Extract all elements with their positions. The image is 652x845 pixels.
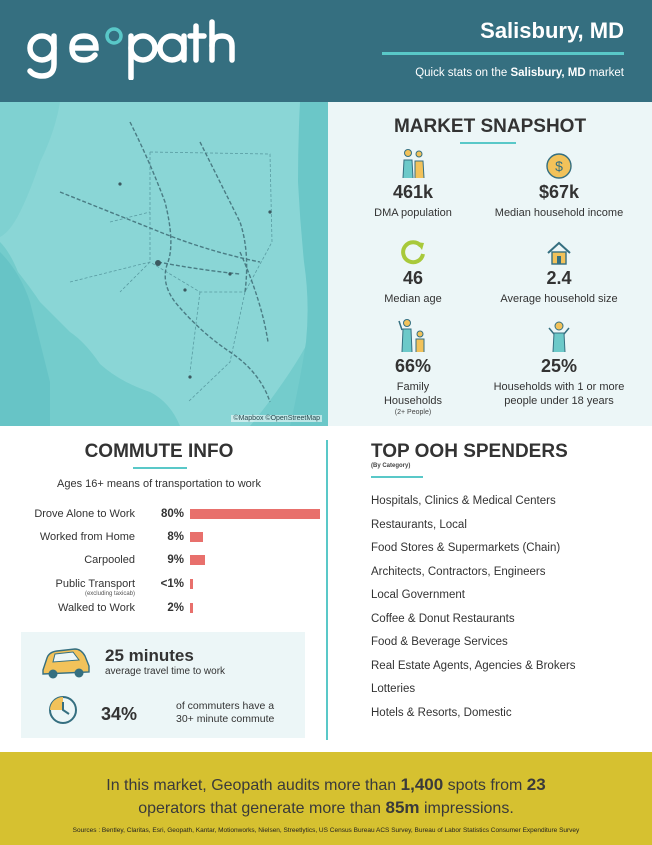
commute-summary-box: 25 minutes average travel time to work 3… bbox=[21, 632, 305, 738]
stat-dma-population: 461k DMA population bbox=[338, 148, 488, 220]
commute-row: Carpooled 9% bbox=[0, 552, 325, 572]
footer-summary: In this market, Geopath audits more than… bbox=[106, 775, 546, 817]
market-title: Salisbury, MD bbox=[480, 18, 624, 43]
ooh-list: Hospitals, Clinics & Medical Centers Res… bbox=[371, 494, 576, 729]
list-item: Local Government bbox=[371, 589, 465, 601]
market-snapshot-panel: MARKET SNAPSHOT 461k DMA population $ $6… bbox=[328, 102, 652, 426]
list-item: Food & Beverage Services bbox=[371, 636, 508, 648]
dollar-coin-icon: $ bbox=[484, 148, 634, 180]
stat-family-households: 66% Family Households (2+ People) bbox=[338, 318, 488, 417]
list-item: Architects, Contractors, Engineers bbox=[371, 565, 546, 578]
travel-time-value: 25 minutes bbox=[105, 646, 194, 665]
commute-bar bbox=[190, 555, 205, 565]
list-item: Food Stores & Supermarkets (Chain) bbox=[371, 542, 561, 554]
clock-icon bbox=[47, 694, 79, 731]
list-item: Restaurants, Local bbox=[371, 518, 467, 531]
footer-banner: In this market, Geopath audits more than… bbox=[0, 752, 652, 845]
child-icon bbox=[484, 318, 634, 354]
refresh-cycle-icon bbox=[338, 234, 488, 266]
ooh-subtitle: (By Category) bbox=[371, 463, 411, 469]
commute-bar bbox=[190, 579, 193, 589]
market-map[interactable]: ©Mapbox ©OpenStreetMap bbox=[0, 102, 328, 426]
section-divider bbox=[326, 440, 328, 740]
commute-rule bbox=[133, 467, 187, 469]
header-rule bbox=[382, 52, 624, 55]
ooh-rule bbox=[371, 476, 423, 478]
ooh-title: TOP OOH SPENDERS bbox=[371, 441, 568, 462]
map-attribution[interactable]: ©Mapbox ©OpenStreetMap bbox=[231, 415, 322, 422]
commute-row: Drove Alone to Work 80% bbox=[0, 506, 325, 526]
long-commute-label: of commuters have a 30+ minute commute bbox=[176, 700, 275, 725]
commute-row: Worked from Home 8% bbox=[0, 529, 325, 549]
list-item: Coffee & Donut Restaurants bbox=[371, 612, 515, 625]
stat-household-size: 2.4 Average household size bbox=[484, 234, 634, 306]
stat-median-income: $ $67k Median household income bbox=[484, 148, 634, 220]
header-banner: Salisbury, MD Quick stats on the Salisbu… bbox=[0, 0, 652, 102]
commute-bar bbox=[190, 532, 203, 542]
geopath-logo bbox=[26, 14, 241, 80]
commute-row: Public Transport (excluding taxicab) <1% bbox=[0, 576, 325, 597]
stat-households-under-18: 25% Households with 1 or more people und… bbox=[484, 318, 634, 408]
list-item: Hospitals, Clinics & Medical Centers bbox=[371, 495, 556, 507]
commute-subtitle: Ages 16+ means of transportation to work bbox=[57, 478, 261, 490]
house-icon bbox=[484, 234, 634, 266]
map-graphic bbox=[0, 102, 328, 426]
parent-child-icon bbox=[338, 318, 488, 354]
commute-row: Walked to Work 2% bbox=[0, 600, 325, 620]
svg-text:$: $ bbox=[555, 158, 563, 174]
snapshot-title: MARKET SNAPSHOT bbox=[393, 116, 587, 137]
sources-text: Sources : Bentley, Claritas, Esri, Geopa… bbox=[72, 827, 580, 834]
snapshot-rule bbox=[460, 142, 516, 144]
travel-time-label: average travel time to work bbox=[105, 666, 226, 677]
car-icon bbox=[39, 644, 93, 685]
market-subtitle: Quick stats on the Salisbury, MD market bbox=[415, 67, 624, 79]
list-item: Hotels & Resorts, Domestic bbox=[371, 706, 512, 719]
list-item: Lotteries bbox=[371, 683, 416, 695]
commute-bar bbox=[190, 603, 193, 613]
family-icon bbox=[338, 148, 488, 180]
commute-title: COMMUTE INFO bbox=[84, 441, 234, 462]
stat-median-age: 46 Median age bbox=[338, 234, 488, 306]
commute-bar bbox=[190, 509, 320, 519]
list-item: Real Estate Agents, Agencies & Brokers bbox=[371, 659, 576, 672]
long-commute-pct: 34% bbox=[101, 704, 138, 724]
